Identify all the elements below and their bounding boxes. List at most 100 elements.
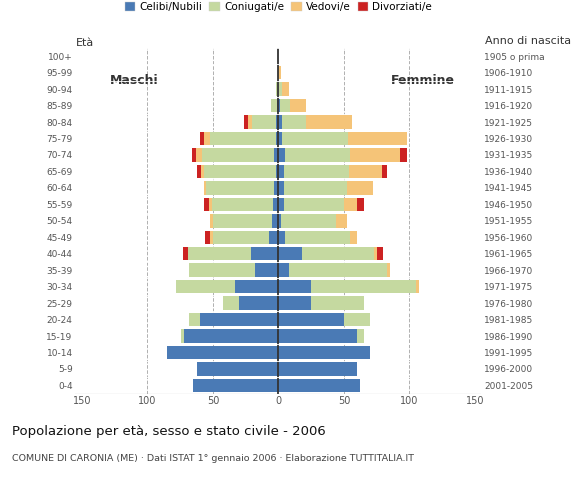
Bar — [282, 83, 289, 96]
Bar — [248, 115, 252, 129]
Text: Popolazione per età, sesso e stato civile - 2006: Popolazione per età, sesso e stato civil… — [12, 425, 325, 438]
Bar — [223, 296, 239, 310]
Bar — [184, 329, 278, 343]
Bar — [290, 99, 306, 112]
Bar — [285, 148, 350, 162]
Bar — [274, 148, 278, 162]
Bar — [235, 280, 278, 293]
Text: Età: Età — [75, 38, 93, 48]
Bar — [205, 230, 211, 244]
Bar — [311, 296, 364, 310]
Bar — [278, 362, 357, 376]
Bar — [273, 198, 278, 211]
Bar — [200, 132, 204, 145]
Bar — [270, 99, 277, 112]
Bar — [209, 198, 212, 211]
Bar — [344, 313, 370, 326]
Bar — [197, 165, 201, 178]
Bar — [336, 214, 346, 228]
Bar — [251, 247, 278, 261]
Bar — [357, 329, 364, 343]
Text: Anno di nascita: Anno di nascita — [485, 36, 571, 46]
Bar — [278, 313, 344, 326]
Bar — [204, 181, 206, 194]
Bar — [278, 148, 285, 162]
Bar — [282, 132, 348, 145]
Bar — [213, 214, 272, 228]
Bar — [269, 230, 278, 244]
Bar — [278, 132, 282, 145]
Bar — [278, 66, 281, 79]
Bar — [278, 329, 357, 343]
Bar — [278, 181, 284, 194]
Bar — [349, 165, 382, 178]
Bar — [278, 165, 284, 178]
Text: Maschi: Maschi — [110, 74, 159, 87]
Bar — [278, 115, 282, 129]
Bar — [284, 198, 344, 211]
Bar — [344, 198, 357, 211]
Bar — [176, 280, 235, 293]
Bar — [183, 247, 188, 261]
Legend: Celibi/Nubili, Coniugati/e, Vedovi/e, Divorziati/e: Celibi/Nubili, Coniugati/e, Vedovi/e, Di… — [121, 0, 436, 16]
Bar — [350, 230, 357, 244]
Bar — [204, 198, 209, 211]
Bar — [281, 214, 336, 228]
Bar — [416, 280, 419, 293]
Bar — [211, 230, 213, 244]
Bar — [346, 181, 373, 194]
Bar — [276, 83, 278, 96]
Bar — [272, 214, 278, 228]
Bar — [376, 247, 383, 261]
Bar — [204, 165, 276, 178]
Bar — [211, 132, 276, 145]
Bar — [278, 296, 311, 310]
Bar — [255, 264, 278, 277]
Bar — [278, 83, 282, 96]
Text: COMUNE DI CARONIA (ME) · Dati ISTAT 1° gennaio 2006 · Elaborazione TUTTITALIA.IT: COMUNE DI CARONIA (ME) · Dati ISTAT 1° g… — [12, 454, 414, 463]
Bar — [278, 346, 370, 359]
Bar — [189, 313, 200, 326]
Bar — [278, 230, 285, 244]
Bar — [197, 362, 278, 376]
Bar — [278, 247, 302, 261]
Bar — [167, 346, 278, 359]
Bar — [302, 247, 374, 261]
Bar — [239, 296, 278, 310]
Bar — [200, 313, 278, 326]
Bar — [189, 264, 255, 277]
Bar — [278, 214, 281, 228]
Bar — [188, 247, 251, 261]
Bar — [278, 99, 280, 112]
Bar — [182, 329, 184, 343]
Bar — [244, 115, 248, 129]
Bar — [193, 379, 278, 392]
Bar — [213, 230, 269, 244]
Bar — [196, 148, 202, 162]
Bar — [201, 165, 204, 178]
Bar — [284, 165, 349, 178]
Bar — [387, 264, 390, 277]
Bar — [274, 181, 278, 194]
Bar — [252, 115, 276, 129]
Bar — [282, 115, 306, 129]
Bar — [357, 198, 364, 211]
Bar — [348, 132, 407, 145]
Bar — [276, 165, 278, 178]
Bar — [278, 198, 284, 211]
Bar — [285, 230, 350, 244]
Bar — [277, 99, 278, 112]
Bar — [192, 148, 196, 162]
Bar — [278, 264, 289, 277]
Bar — [276, 115, 278, 129]
Bar — [311, 280, 416, 293]
Bar — [206, 181, 274, 194]
Bar — [382, 165, 387, 178]
Bar — [276, 132, 278, 145]
Bar — [374, 247, 376, 261]
Bar — [400, 148, 407, 162]
Bar — [306, 115, 351, 129]
Bar — [280, 99, 290, 112]
Bar — [278, 280, 311, 293]
Bar — [211, 214, 213, 228]
